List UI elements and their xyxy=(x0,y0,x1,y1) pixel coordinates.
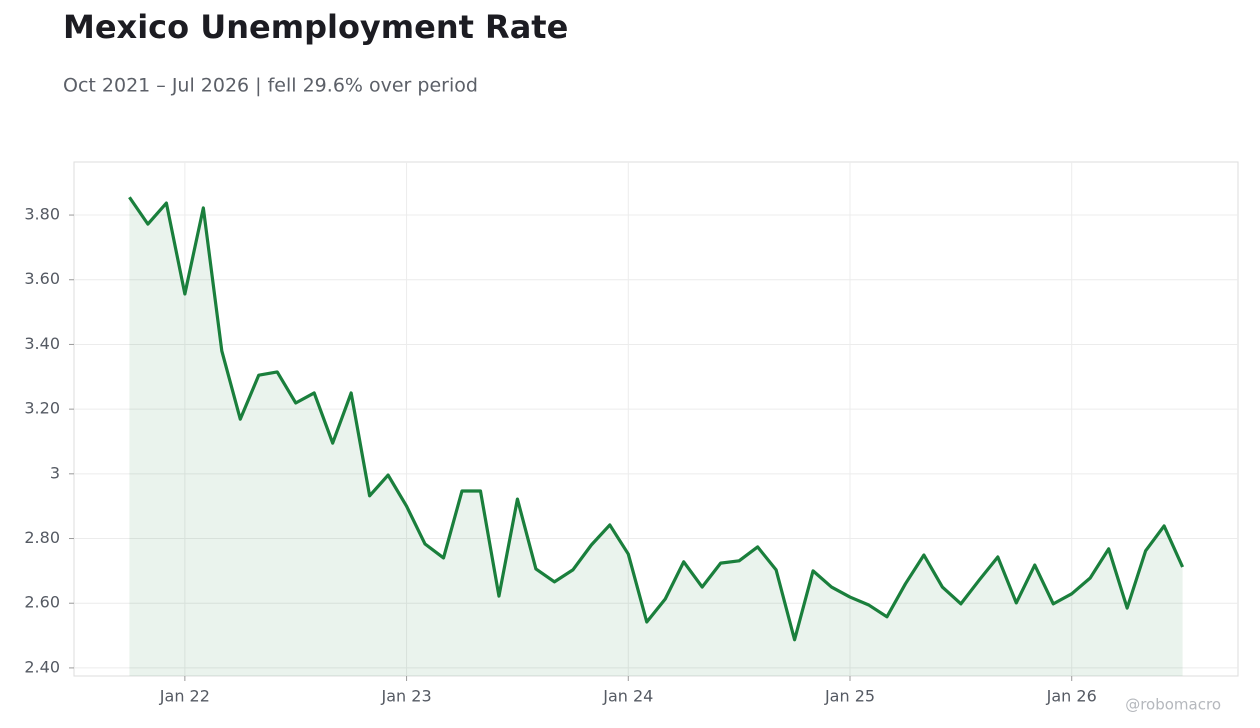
watermark: @robomacro xyxy=(1125,696,1221,714)
x-tick-label: Jan 26 xyxy=(1046,687,1097,706)
y-tick-label: 2.40 xyxy=(24,657,60,676)
y-tick-label: 3.60 xyxy=(24,269,60,288)
x-tick-label: Jan 23 xyxy=(381,687,432,706)
y-tick-label: 2.60 xyxy=(24,593,60,612)
line xyxy=(128,196,1185,642)
y-tick-label: 3.40 xyxy=(24,334,60,353)
plot-frame xyxy=(73,161,1239,677)
x-tick-label: Jan 22 xyxy=(159,687,210,706)
chart-title: Mexico Unemployment Rate xyxy=(63,8,568,46)
y-tick-label: 2.80 xyxy=(24,528,60,547)
x-tick-label: Jan 25 xyxy=(824,687,875,706)
y-tick-label: 3.20 xyxy=(24,399,60,418)
y-tick-label: 3 xyxy=(50,463,60,482)
x-tick-label: Jan 24 xyxy=(602,687,653,706)
chart-subtitle: Oct 2021 – Jul 2026 | fell 29.6% over pe… xyxy=(63,75,478,97)
area xyxy=(129,197,1183,676)
y-tick-label: 3.80 xyxy=(24,205,60,224)
